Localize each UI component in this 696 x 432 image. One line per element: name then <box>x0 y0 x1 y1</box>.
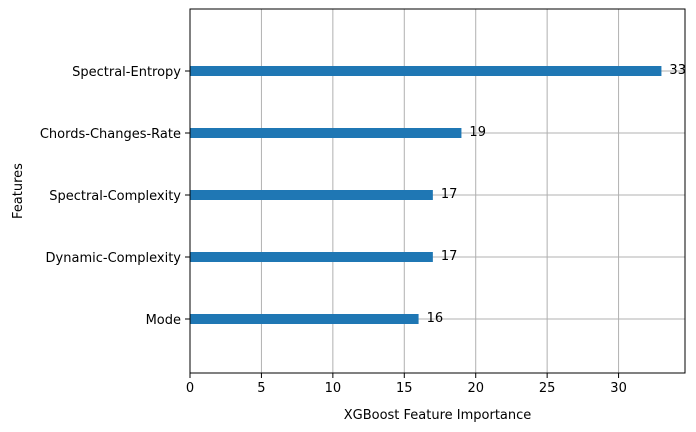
y-axis-title: Features <box>11 163 26 219</box>
bar-spectral-complexity <box>190 190 433 200</box>
x-tick-label: 0 <box>186 381 194 396</box>
y-tick-label: Mode <box>146 313 181 328</box>
bar-spectral-entropy <box>190 66 662 76</box>
bar-chords-changes-rate <box>190 128 462 138</box>
x-tick-label: 30 <box>610 381 627 396</box>
y-tick-label: Dynamic-Complexity <box>46 251 182 266</box>
y-tick-label: Spectral-Complexity <box>49 189 181 204</box>
x-tick-label: 10 <box>325 381 342 396</box>
bar-mode <box>190 314 419 324</box>
x-tick-label: 20 <box>467 381 484 396</box>
data-label: 19 <box>469 125 486 140</box>
axis-ticks: 0 5 10 15 20 25 30 Mode Dynamic-Complexity Spectr… <box>40 65 627 396</box>
y-tick-label: Chords-Changes-Rate <box>40 127 181 142</box>
data-label: 33 <box>669 63 686 78</box>
bar-dynamic-complexity <box>190 252 433 262</box>
x-axis-title: XGBoost Feature Importance <box>344 408 532 423</box>
data-label: 17 <box>441 187 458 202</box>
data-label: 16 <box>427 311 444 326</box>
data-label: 17 <box>441 249 458 264</box>
y-tick-label: Spectral-Entropy <box>72 65 181 80</box>
x-tick-label: 25 <box>539 381 556 396</box>
bars: 16 17 17 19 33 <box>190 63 686 326</box>
plot-frame <box>189 8 686 374</box>
x-tick-label: 5 <box>257 381 265 396</box>
x-tick-label: 15 <box>396 381 413 396</box>
